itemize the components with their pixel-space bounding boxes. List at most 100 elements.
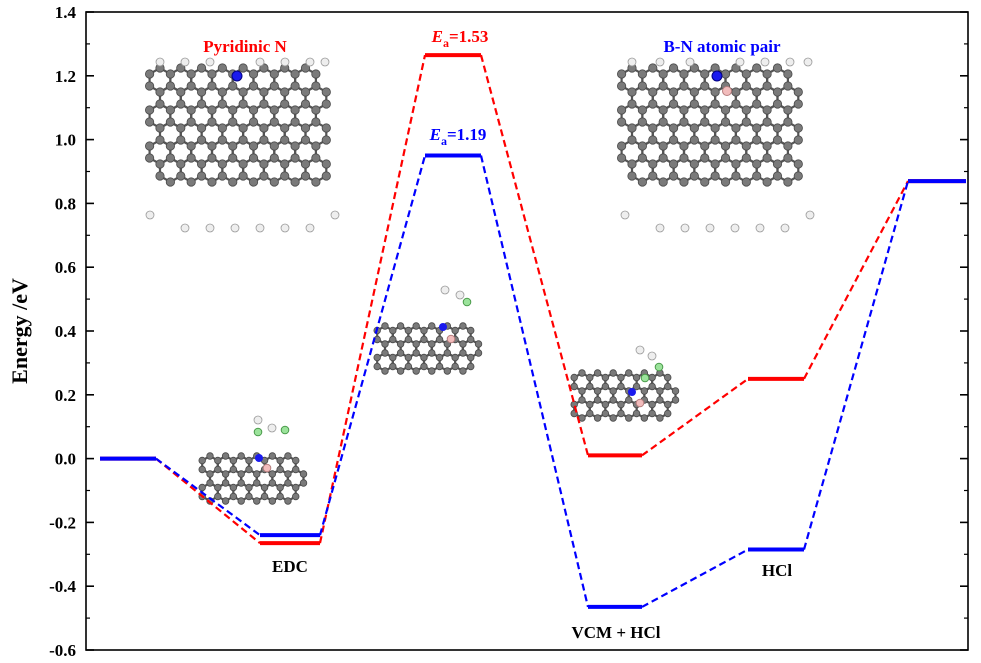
carbon-atom — [269, 153, 279, 163]
carbon-atom — [196, 99, 207, 109]
carbon-atom — [311, 69, 321, 79]
carbon-atom — [280, 159, 290, 169]
edc-adsorbed-fragment — [198, 452, 308, 505]
carbon-atom — [783, 141, 793, 151]
hydrogen-atom — [705, 223, 715, 233]
carbon-atom — [689, 159, 699, 169]
carbon-atom — [593, 414, 602, 422]
carbon-atom — [176, 159, 186, 169]
carbon-atom — [793, 135, 803, 145]
carbon-atom — [731, 87, 741, 97]
carbon-atom — [186, 69, 196, 79]
carbon-atom — [259, 99, 269, 109]
carbon-atom — [578, 387, 586, 395]
carbon-atom — [609, 414, 617, 422]
carbon-atom — [637, 69, 647, 79]
ea-symbol: E — [429, 125, 441, 144]
carbon-atom — [228, 177, 238, 187]
carbon-atom — [752, 63, 762, 73]
hydrogen-atom — [627, 57, 637, 67]
ea-subscript: a — [441, 134, 447, 148]
chlorine-atom — [253, 427, 263, 437]
carbon-atom — [290, 69, 300, 79]
carbon-atom — [601, 382, 610, 391]
carbon-atom — [373, 353, 381, 362]
hydrogen-atom — [655, 223, 665, 233]
carbon-atom — [268, 479, 277, 487]
hydrogen-atom — [755, 223, 765, 233]
carbon-atom — [772, 159, 783, 169]
carbon-atom — [648, 171, 658, 181]
carbon-atom — [609, 387, 617, 395]
carbon-atom — [404, 335, 413, 344]
y-tick-label: 1.2 — [55, 67, 76, 86]
nitrogen-atom — [628, 388, 636, 396]
carbon-atom — [259, 171, 269, 181]
carbon-atom — [248, 69, 259, 79]
carbon-atom — [593, 387, 602, 395]
carbon-atom — [381, 340, 389, 348]
carbon-atom — [214, 465, 222, 474]
bn-pair-sheet — [617, 63, 803, 187]
carbon-atom — [389, 362, 397, 371]
carbon-atom — [700, 105, 710, 115]
carbon-atom — [668, 99, 679, 109]
hydrogen-atom — [805, 210, 815, 220]
carbon-atom — [772, 123, 783, 133]
carbon-atom — [155, 159, 165, 169]
carbon-atom — [299, 479, 308, 487]
carbon-atom — [228, 141, 238, 151]
carbon-atom — [710, 87, 720, 97]
carbon-atom — [229, 465, 238, 474]
ea-symbol: E — [431, 27, 443, 46]
connector-dashed — [802, 180, 910, 550]
carbon-atom — [198, 483, 206, 492]
plot-frame — [85, 11, 969, 651]
carbon-atom — [741, 81, 751, 91]
carbon-atom — [404, 362, 413, 371]
carbon-atom — [648, 135, 658, 145]
hydrogen-atom — [305, 223, 315, 233]
carbon-atom — [752, 123, 762, 133]
hydrogen-atom — [305, 57, 315, 67]
ea-label-bn-pair: Ea=1.19 — [429, 125, 487, 148]
carbon-atom — [658, 105, 668, 115]
carbon-atom — [586, 373, 594, 382]
carbon-atom — [238, 123, 248, 133]
carbon-atom — [206, 452, 214, 460]
carbon-atom — [689, 123, 699, 133]
carbon-atom — [214, 483, 222, 492]
carbon-atom — [793, 171, 803, 181]
carbon-atom — [762, 81, 772, 91]
carbon-atom — [276, 492, 284, 501]
carbon-atom — [198, 456, 206, 465]
carbon-atom — [474, 340, 483, 348]
carbon-atom — [570, 373, 578, 382]
carbon-atom — [196, 171, 207, 181]
carbon-atom — [321, 99, 331, 109]
ea-label-pyridinic-n: Ea=1.53 — [431, 27, 489, 50]
carbon-atom — [648, 63, 658, 73]
carbon-atom — [268, 497, 277, 505]
carbon-atom — [276, 483, 284, 492]
carbon-atom — [428, 322, 436, 330]
carbon-atom — [300, 87, 311, 97]
carbon-atom — [627, 159, 637, 169]
stage-label-vcm-hcl: VCM + HCl — [571, 623, 660, 642]
y-axis-label: Energy /eV — [7, 278, 32, 384]
carbon-atom — [299, 470, 308, 478]
carbon-atom — [762, 117, 772, 127]
carbon-atom — [793, 159, 803, 169]
hydrogen-atom — [253, 415, 263, 425]
carbon-atom — [783, 117, 793, 127]
nitrogen-atom — [711, 70, 723, 82]
carbon-atom — [720, 69, 731, 79]
carbon-atom — [689, 171, 699, 181]
carbon-atom — [186, 81, 196, 91]
carbon-atom — [186, 141, 196, 151]
carbon-atom — [783, 153, 793, 163]
series-bn-pair — [100, 153, 966, 609]
carbon-atom — [248, 117, 259, 127]
carbon-atom — [221, 452, 230, 460]
